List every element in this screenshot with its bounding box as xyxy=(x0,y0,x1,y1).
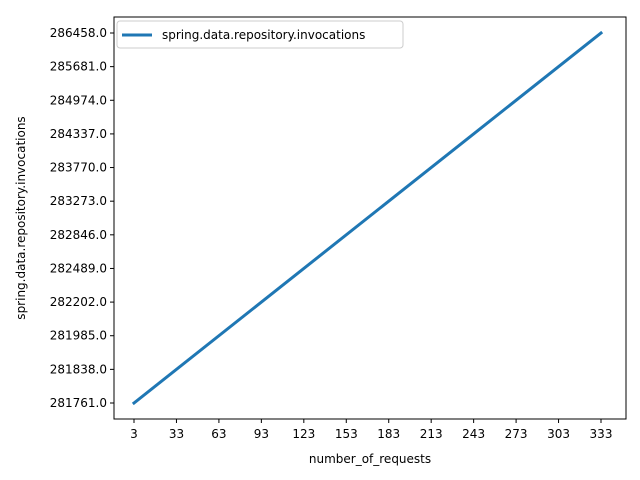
y-tick-label: 281985.0 xyxy=(50,329,107,343)
x-tick-label: 243 xyxy=(462,427,485,441)
y-tick-label: 283770.0 xyxy=(50,161,107,175)
y-tick-label: 282489.0 xyxy=(50,261,107,275)
legend-label: spring.data.repository.invocations xyxy=(162,28,365,42)
x-tick-label: 183 xyxy=(377,427,400,441)
y-axis-ticks: 281761.0 281838.0 281985.0 282202.0 282489.0… xyxy=(50,26,114,410)
y-tick-label: 284337.0 xyxy=(50,127,107,141)
y-tick-label: 284974.0 xyxy=(50,93,107,107)
y-tick-label: 281838.0 xyxy=(50,362,107,376)
x-tick-label: 63 xyxy=(211,427,226,441)
y-tick-label: 281761.0 xyxy=(50,396,107,410)
series-layer xyxy=(131,30,604,406)
y-tick-label: 285681.0 xyxy=(50,60,107,74)
y-tick-label: 282846.0 xyxy=(50,228,107,242)
x-tick-label: 333 xyxy=(590,427,613,441)
y-axis-label: spring.data.repository.invocations xyxy=(14,116,28,319)
x-tick-label: 33 xyxy=(169,427,184,441)
series-line xyxy=(131,30,604,406)
y-tick-label: 282202.0 xyxy=(50,295,107,309)
x-tick-label: 273 xyxy=(505,427,528,441)
legend-box xyxy=(116,20,404,49)
x-axis-label: number_of_requests xyxy=(309,452,431,466)
y-tick-label: 283273.0 xyxy=(50,194,107,208)
x-tick-label: 303 xyxy=(547,427,570,441)
x-axis-ticks: 3 33 63 93 123 153 183 213 243 273 303 333 xyxy=(130,419,612,441)
x-tick-label: 213 xyxy=(420,427,443,441)
x-tick-label: 153 xyxy=(335,427,358,441)
x-tick-label: 3 xyxy=(130,427,138,441)
legend: spring.data.repository.invocations xyxy=(116,20,404,49)
x-tick-label: 123 xyxy=(292,427,315,441)
x-tick-label: 93 xyxy=(254,427,269,441)
y-tick-label: 286458.0 xyxy=(50,26,107,40)
